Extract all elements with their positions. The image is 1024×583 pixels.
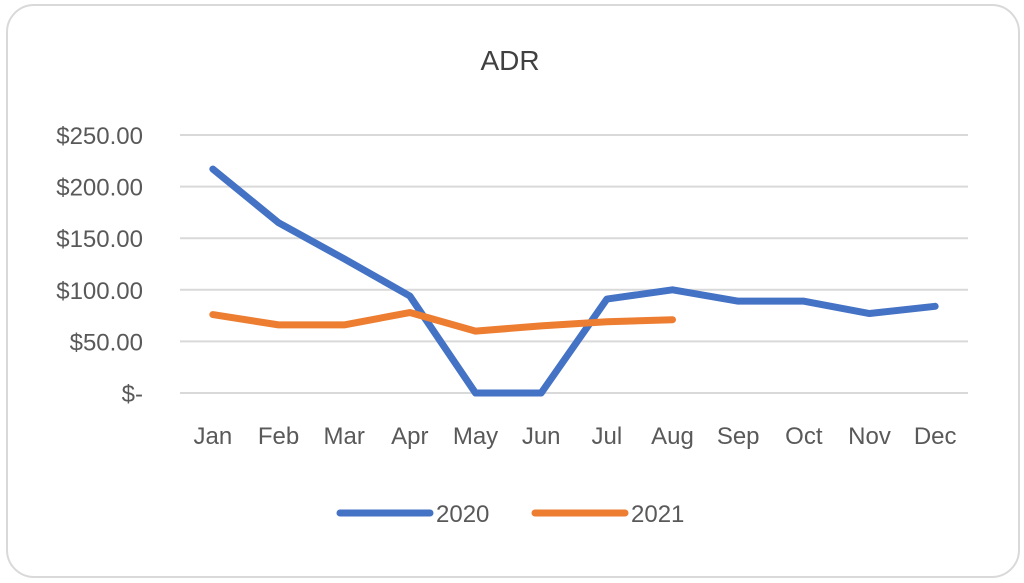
series-line-2021	[209, 309, 676, 335]
x-tick-label: Jul	[591, 423, 622, 450]
x-tick-label: Jun	[522, 423, 561, 450]
y-tick-label: $150.00	[56, 226, 143, 253]
x-tick-label: Jan	[193, 423, 232, 450]
x-tick-label: Dec	[914, 423, 957, 450]
x-tick-label: May	[453, 423, 498, 450]
y-tick-label: $100.00	[56, 278, 143, 305]
x-tick-label: Aug	[651, 423, 694, 450]
y-tick-label: $50.00	[70, 329, 143, 356]
legend-label-2021: 2021	[631, 501, 684, 528]
x-tick-label: Feb	[258, 423, 299, 450]
x-tick-label: Apr	[391, 423, 428, 450]
x-tick-label: Nov	[848, 423, 891, 450]
y-tick-label: $200.00	[56, 175, 143, 202]
x-tick-label: Sep	[717, 423, 760, 450]
y-tick-label: $-	[122, 381, 143, 408]
chart-title: ADR	[480, 45, 539, 76]
series-line-2020	[209, 165, 939, 397]
x-tick-label: Oct	[785, 423, 823, 450]
chart-card	[6, 4, 1020, 578]
legend-label-2020: 2020	[436, 501, 489, 528]
y-tick-label: $250.00	[56, 123, 143, 150]
x-tick-label: Mar	[323, 423, 364, 450]
